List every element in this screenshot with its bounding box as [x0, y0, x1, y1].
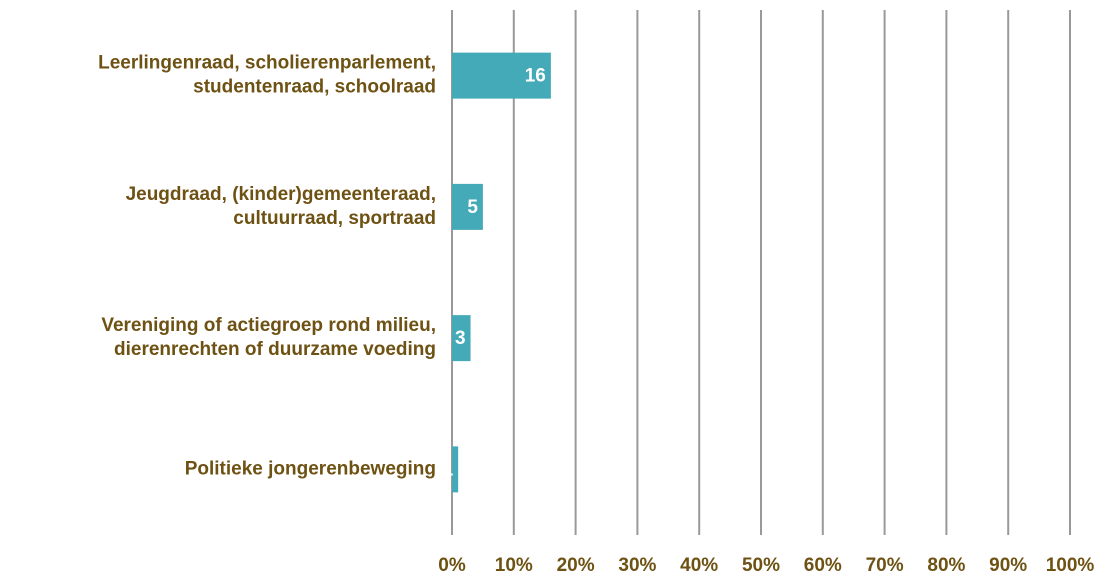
- x-tick-label: 60%: [804, 555, 842, 576]
- x-tick-label: 30%: [618, 555, 656, 576]
- value-label: 5: [467, 197, 478, 218]
- x-tick-label: 40%: [680, 555, 718, 576]
- bar: [452, 52, 551, 99]
- category-line: studentenraad, schoolraad: [193, 77, 436, 98]
- category-line: Jeugdraad, (kinder)gemeenteraad,: [126, 184, 436, 205]
- x-tick-label: 80%: [927, 555, 965, 576]
- bar: [452, 315, 471, 362]
- bar: [452, 446, 459, 493]
- category-label: Jeugdraad, (kinder)gemeenteraad, cultuurr…: [126, 184, 436, 229]
- x-tick-label: 10%: [495, 555, 533, 576]
- x-tick-label: 50%: [742, 555, 780, 576]
- bar: [452, 183, 483, 230]
- category-line: cultuurraad, sportraad: [233, 208, 436, 229]
- category-line: Leerlingenraad, scholierenparlement,: [98, 53, 436, 74]
- category-label: Leerlingenraad, scholierenparlement, stud…: [98, 53, 436, 98]
- value-label: 1: [443, 459, 454, 480]
- category-line: Vereniging of actiegroep rond milieu,: [101, 315, 436, 336]
- category-label: Vereniging of actiegroep rond milieu, die…: [101, 315, 436, 360]
- category-line: Politieke jongerenbeweging: [185, 458, 436, 479]
- value-label: 3: [455, 328, 466, 349]
- category-line: dierenrechten of duurzame voeding: [114, 339, 436, 360]
- x-tick-label: 90%: [989, 555, 1027, 576]
- value-label: 16: [525, 66, 546, 87]
- x-tick-label: 70%: [866, 555, 904, 576]
- x-tick-label: 0%: [438, 555, 466, 576]
- x-tick-label: 20%: [557, 555, 595, 576]
- x-tick-label: 100%: [1046, 555, 1095, 576]
- category-label: Politieke jongerenbeweging: [185, 458, 436, 479]
